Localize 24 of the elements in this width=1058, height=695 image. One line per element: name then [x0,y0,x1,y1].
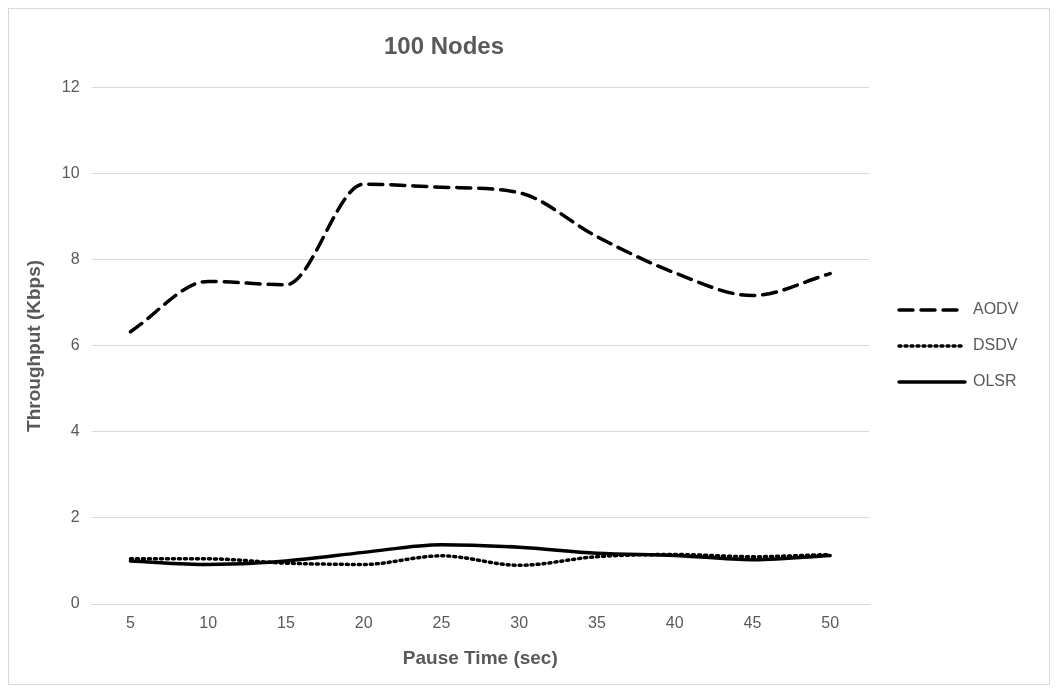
y-axis-title: Throughput (Kbps) [22,259,44,432]
legend-label: DSDV [973,336,1018,354]
x-tick-label: 45 [743,614,762,632]
x-tick-label: 5 [126,614,136,632]
x-tick-label: 35 [588,614,606,632]
x-tick-label: 30 [510,614,529,632]
legend-label: AODV [973,300,1019,318]
y-tick-label: 0 [70,594,80,612]
chart-title: 100 Nodes [383,32,505,60]
y-tick-label: 10 [61,164,80,182]
x-tick-label: 20 [354,614,373,632]
y-tick-label: 8 [70,250,80,268]
x-tick-label: 15 [277,614,295,632]
y-tick-label: 6 [70,336,80,354]
line-series [128,182,832,334]
y-tick-label: 12 [61,78,80,96]
x-tick-label: 50 [821,614,840,632]
x-tick-label: 40 [665,614,684,632]
x-tick-label: 10 [199,614,218,632]
x-tick-label: 25 [432,614,451,632]
y-tick-label: 4 [70,422,80,440]
x-axis-title: Pause Time (sec) [402,646,558,668]
legend-label: OLSR [973,372,1017,390]
y-tick-label: 2 [70,508,80,526]
